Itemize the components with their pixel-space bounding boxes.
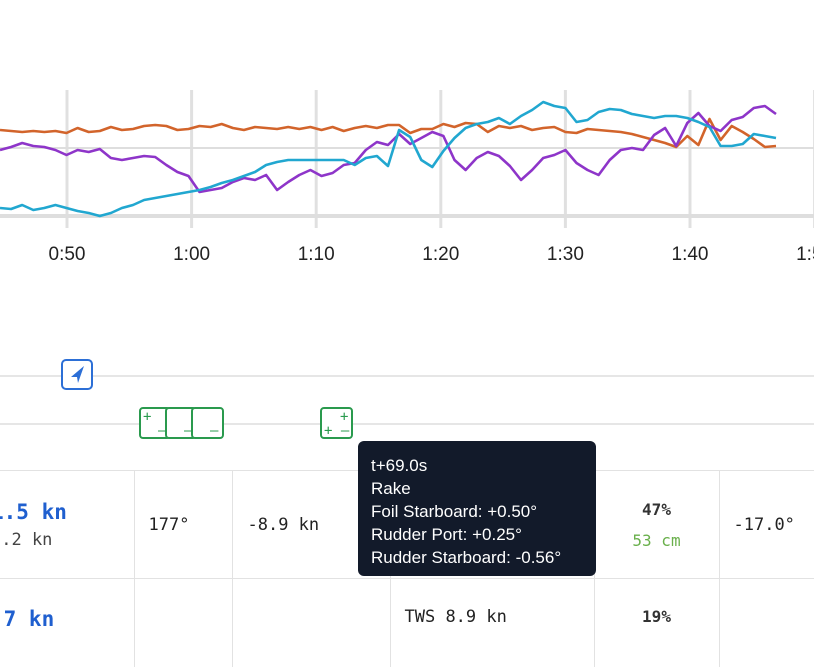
percent-value: 47% [595, 500, 719, 519]
horizontal-gridlines [0, 148, 814, 216]
timeline-track-bottom [0, 423, 814, 425]
chart-tooltip: t+69.0s Rake Foil Starboard: +0.50° Rudd… [358, 441, 596, 576]
x-tick-label: 1:40 [672, 244, 709, 265]
x-axis-ticks: 0:50 1:00 1:10 1:20 1:30 1:40 1:50 [49, 244, 814, 265]
tws-cell: TWS 8.9 kn [390, 579, 594, 667]
tooltip-line-rudder-port: Rudder Port: +0.25° [371, 523, 583, 546]
speed-cell: 1.5 kn 2.2 kn [0, 471, 134, 579]
rake-chart[interactable]: 0:50 1:00 1:10 1:20 1:30 1:40 1:50 [0, 0, 814, 300]
percent-cell: 19% [594, 579, 719, 667]
tack-arrow-icon [63, 361, 91, 388]
heading-cell: 177° [134, 471, 232, 579]
x-tick-label: 1:30 [547, 244, 584, 265]
empty-cell [134, 579, 232, 667]
event-marker-3[interactable]: – [191, 407, 224, 439]
percent-cell: 47% 53 cm [594, 471, 719, 579]
empty-cell [232, 579, 390, 667]
x-tick-label: 1:20 [422, 244, 459, 265]
x-tick-label: 1:10 [298, 244, 335, 265]
tws-value: TWS 8.9 kn [391, 607, 594, 627]
plus-minus-icon: + [143, 410, 151, 424]
tooltip-group: Rake [371, 477, 583, 500]
event-marker-4[interactable]: + + – [320, 407, 353, 439]
minus-icon: – [210, 424, 218, 438]
table-row: .7 kn TWS 8.9 kn 19% [0, 579, 814, 667]
series-lines [0, 102, 776, 216]
tooltip-line-rudder-starboard: Rudder Starboard: -0.56° [371, 546, 583, 569]
heading-value: 177° [135, 515, 232, 535]
maneuver-marker[interactable] [61, 359, 93, 390]
x-tick-label: 1:00 [173, 244, 210, 265]
speed-cell: .7 kn [0, 579, 134, 667]
angle-cell: -17.0° [719, 471, 814, 579]
tooltip-time: t+69.0s [371, 454, 583, 477]
percent-value: 19% [595, 607, 719, 626]
vertical-gridlines [67, 90, 814, 228]
timeline-track-top [0, 375, 814, 377]
height-value: 53 cm [595, 531, 719, 550]
x-tick-label: 0:50 [49, 244, 86, 265]
x-tick-label: 1:50 [796, 244, 814, 265]
tooltip-line-foil-starboard: Foil Starboard: +0.50° [371, 500, 583, 523]
speed-main-value: 1.5 kn [0, 500, 134, 524]
speed-main-value: .7 kn [0, 607, 134, 631]
plus-minus-icon: + [340, 410, 348, 424]
angle-value: -17.0° [720, 515, 814, 535]
empty-cell [719, 579, 814, 667]
speed-sub-value: 2.2 kn [0, 530, 134, 550]
